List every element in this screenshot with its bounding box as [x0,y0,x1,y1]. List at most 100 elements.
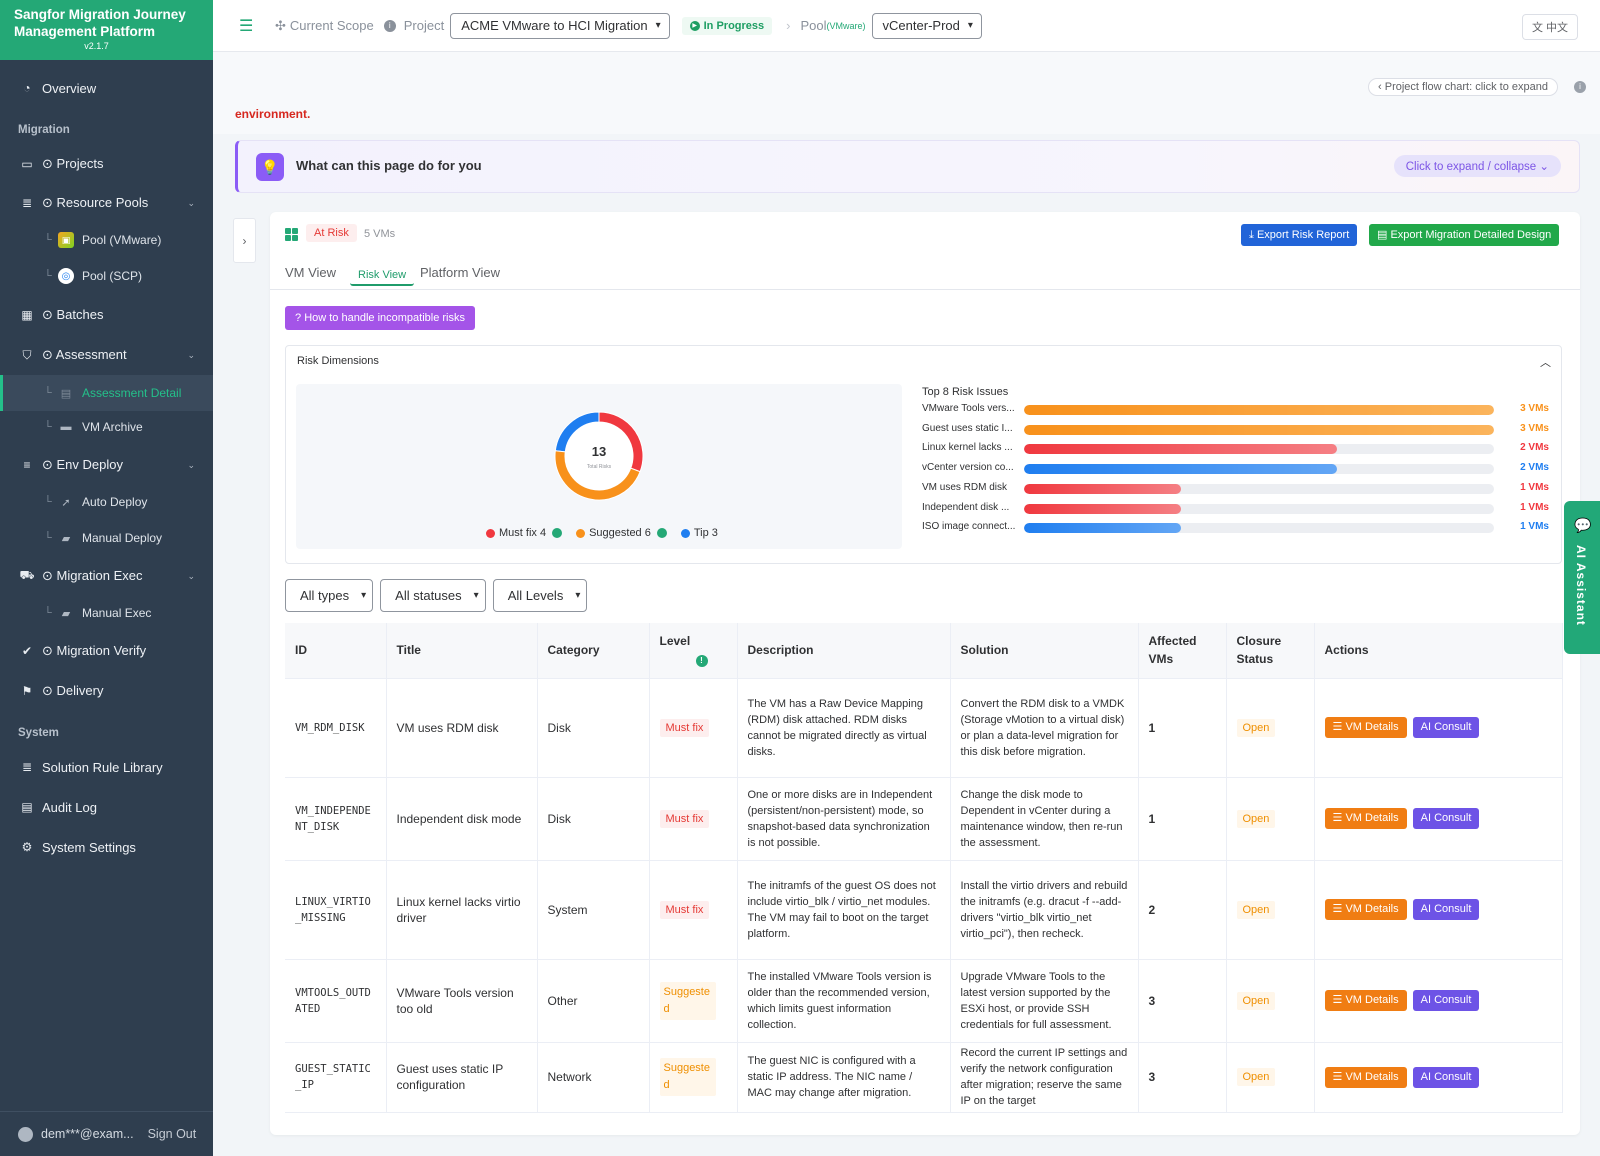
donut-slice[interactable] [598,411,644,473]
info-icon[interactable] [656,528,667,538]
vm-details-button[interactable]: ☰ VM Details [1324,899,1407,920]
tab-vm-view[interactable]: VM View [285,265,337,280]
nav-system-settings[interactable]: ⚙ System Settings [0,835,213,859]
ai-consult-button[interactable]: AI Consult [1412,899,1480,920]
document-icon: ▤ [1377,229,1388,241]
nav-migration-exec[interactable]: ⛟ ⊙ Migration Exec ⌄ [0,564,213,588]
ai-consult-button[interactable]: AI Consult [1412,1066,1480,1088]
level-filter[interactable]: All Levels ▾ [492,579,588,612]
sidebar: Sangfor Migration Journey Management Pla… [0,0,213,1156]
table-row: VM_RDM_DISK VM uses RDM disk Disk Must fix T… [285,678,1563,778]
pool-select[interactable]: vCenter-Prod ▾ [871,12,982,39]
actions-cell: ☰ VM Details AI Consult [1314,777,1563,861]
menu-toggle-icon[interactable]: ☰ [239,17,254,35]
tab-platform-view[interactable]: Platform View [420,265,500,280]
nav-audit-log[interactable]: ▤ Audit Log [0,795,213,819]
risk-description: The installed VMware Tools version is ol… [737,959,951,1043]
how-to-handle-button[interactable]: ? How to handle incompatible risks [285,306,475,330]
nav-pool-scp[interactable]: └ ◎ Pool (SCP) [0,264,213,288]
vm-details-button[interactable]: ☰ VM Details [1324,717,1407,738]
ai-consult-button[interactable]: AI Consult [1412,717,1480,738]
risk-solution: Change the disk mode to Dependent in vCe… [950,777,1139,861]
ai-consult-button[interactable]: AI Consult [1412,808,1480,829]
status-filter[interactable]: All statuses ▾ [380,579,486,612]
col-affected-vms[interactable]: Affected VMs [1138,623,1227,679]
risk-dimensions-title: Risk Dimensions [297,355,379,367]
vm-details-button[interactable]: ☰ VM Details [1324,808,1407,829]
nav-auto-deploy-label: Auto Deploy [82,495,148,509]
table-row: LINUX_VIRTIO_MISSING Linux kernel lacks v… [285,860,1563,960]
risk-bar-track [1024,464,1494,475]
nav-migration-verify[interactable]: ✔ ⊙ Migration Verify [0,639,213,663]
collapse-icon[interactable]: ︿ [1540,357,1551,369]
vm-count: 5 VMs [364,228,396,240]
nav-resource-pools[interactable]: ≣ ⊙ Resource Pools ⌄ [0,191,213,215]
risk-level-cell: Must fix [649,777,738,861]
info-icon[interactable]: i [1574,81,1586,93]
sign-out-link[interactable]: Sign Out [147,1127,197,1141]
nav-delivery[interactable]: ⚑ ⊙ Delivery [0,679,213,703]
nav-env-deploy[interactable]: ≡ ⊙ Env Deploy ⌄ [0,453,213,477]
vm-details-button[interactable]: ☰ VM Details [1324,1066,1407,1088]
nav-manual-deploy[interactable]: └ ▰ Manual Deploy [0,526,213,550]
risk-category: Disk [537,678,650,778]
legend-dot-tip [680,528,690,538]
ai-consult-button[interactable]: AI Consult [1412,990,1480,1011]
risk-bar-value: 1 VMs [1520,481,1549,493]
risk-category: Other [537,959,650,1043]
list-icon: ☰ [1332,1070,1343,1083]
risk-id: GUEST_STATIC_IP [285,1042,387,1113]
vm-details-button[interactable]: ☰ VM Details [1324,990,1407,1011]
export-risk-report-button[interactable]: ⤓ Export Risk Report [1241,224,1358,246]
risk-bar-row: vCenter version co... 2 VMs [922,461,1552,477]
export-design-button[interactable]: ▤ Export Migration Detailed Design [1369,224,1560,246]
col-id[interactable]: ID [285,623,387,679]
nav-projects[interactable]: ▭ ⊙ Projects [0,152,213,176]
status-badge-label: In Progress [703,19,765,32]
info-icon[interactable]: ! [695,655,708,668]
grid-icon: ▦ [21,308,33,322]
nav-assessment-detail[interactable]: └ ▤ Assessment Detail [0,375,213,411]
nav-batches[interactable]: ▦ ⊙ Batches [0,303,213,327]
breadcrumb-separator-icon: › [786,18,791,33]
nav-system-settings-label: System Settings [42,839,136,855]
project-select[interactable]: ACME VMware to HCI Migration ▾ [450,12,670,39]
risk-bar-value: 2 VMs [1520,442,1549,454]
nav-pool-vmware[interactable]: └ ▣ Pool (VMware) [0,228,213,252]
type-filter[interactable]: All types ▾ [285,579,374,612]
nav-solution-rule-library-label: Solution Rule Library [42,759,163,775]
flow-chart-toggle[interactable]: ‹ Project flow chart: click to expand [1368,78,1558,96]
affected-vms: 3 [1138,1042,1227,1113]
donut-legend: Must fix 4 Suggested 6 Tip 3 [486,527,718,539]
nav-auto-deploy[interactable]: └ ➚ Auto Deploy [0,490,213,514]
nav-manual-exec[interactable]: └ ▰ Manual Exec [0,601,213,625]
pool-label: Pool (VMware) [801,18,866,33]
col-level[interactable]: Level! [649,623,738,679]
tab-risk-view[interactable]: Risk View [350,265,415,286]
col-actions[interactable]: Actions [1314,623,1563,679]
ai-assistant-tab[interactable]: 💬 AI Assistant [1564,501,1600,654]
risk-bar-value: 1 VMs [1520,501,1549,513]
side-panel-toggle[interactable]: › [233,218,256,263]
nav-overview[interactable]: ◔ Overview [0,76,213,100]
caret-down-icon: ▾ [361,590,367,601]
vmware-logo-icon: ▣ [58,232,74,248]
info-icon[interactable]: i [383,19,396,32]
table-icon: ▤ [60,387,72,400]
col-category[interactable]: Category [537,623,650,679]
nav-assessment[interactable]: ⛉ ⊙ Assessment ⌄ [0,343,213,367]
language-toggle[interactable]: 文 中文 [1521,14,1578,40]
nav-solution-rule-library[interactable]: ≣ Solution Rule Library [0,755,213,779]
risk-bar-fill [1024,483,1181,494]
info-icon[interactable] [552,528,563,538]
col-title[interactable]: Title [386,623,538,679]
legend-dot-must [486,528,495,538]
col-solution[interactable]: Solution [950,623,1139,679]
assessment-card: At Risk 5 VMs ⤓ Export Risk Report ▤ Exp… [270,212,1580,1135]
help-expand-button[interactable]: Click to expand / collapse ⌄ [1393,155,1561,177]
type-filter-value: All types [300,588,350,603]
nav-vm-archive[interactable]: └ ▬ VM Archive [0,415,213,439]
col-closure-status[interactable]: Closure Status [1226,623,1315,679]
vm-details-label: VM Details [1345,1070,1399,1083]
col-description[interactable]: Description [737,623,951,679]
